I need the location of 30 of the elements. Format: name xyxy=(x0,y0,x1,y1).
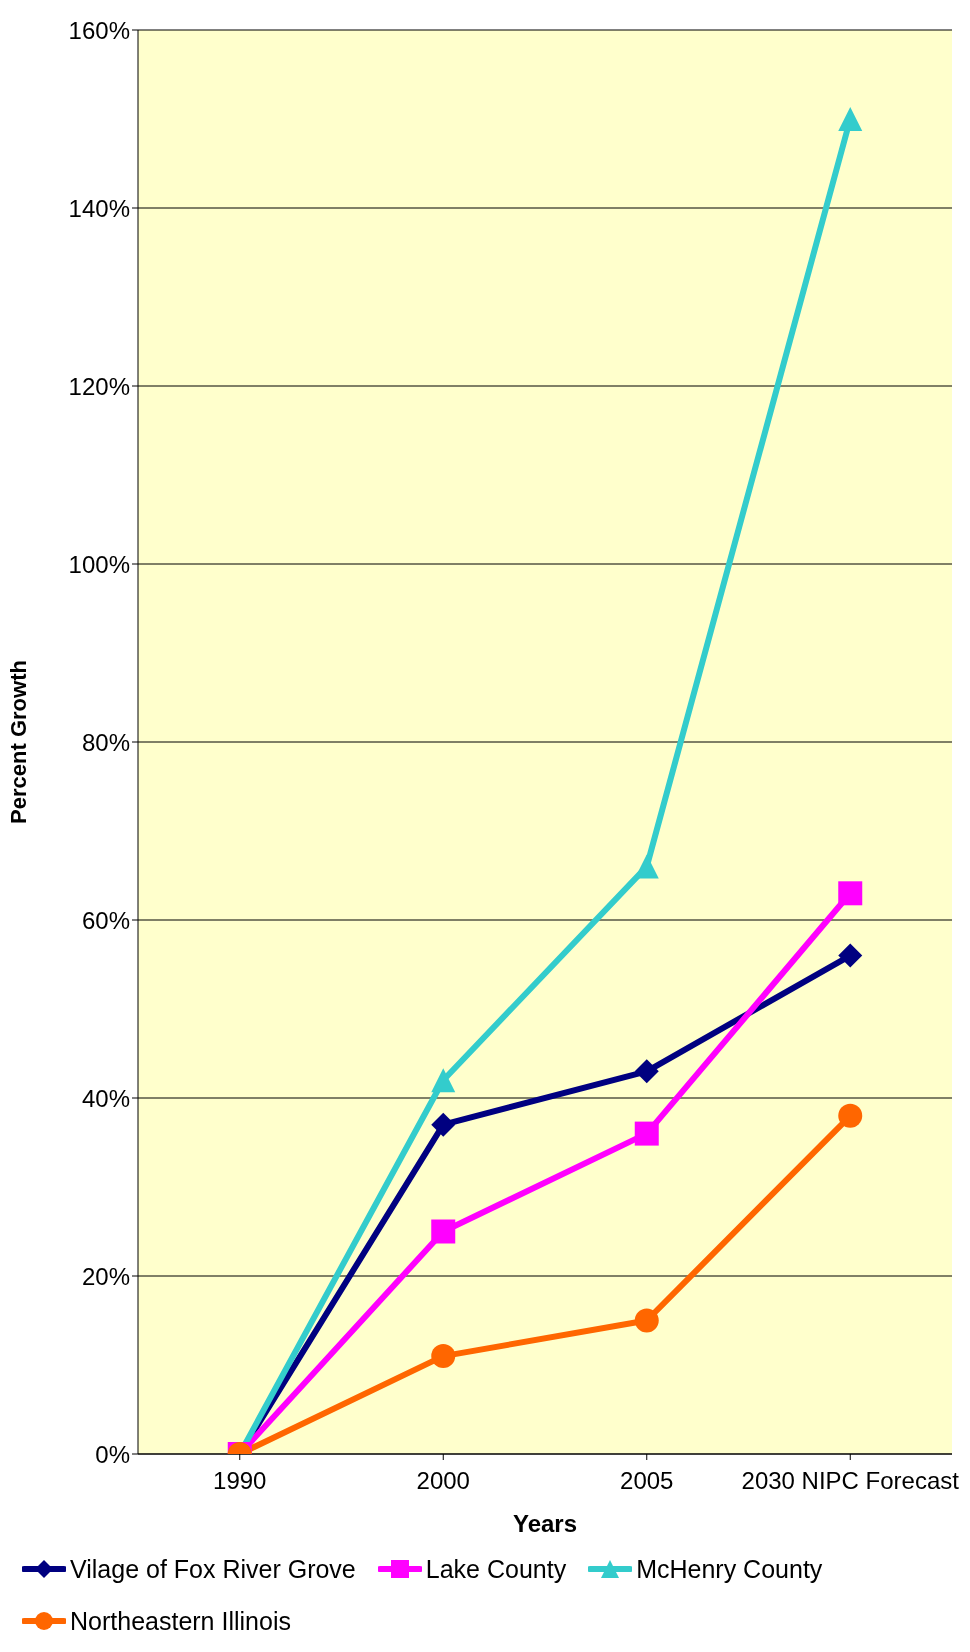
x-tick-label: 2005 xyxy=(620,1467,674,1495)
y-axis-title: Percent Growth xyxy=(5,660,31,824)
point xyxy=(838,107,863,131)
y-tick-label: 60% xyxy=(81,906,130,934)
point xyxy=(431,1219,456,1244)
legend-label: McHenry County xyxy=(636,1554,823,1584)
point xyxy=(838,943,863,968)
y-tick-label: 80% xyxy=(81,728,130,756)
x-tick-label: 1990 xyxy=(213,1467,267,1495)
x-tick-label: 2000 xyxy=(416,1467,470,1495)
point xyxy=(838,1103,863,1128)
legend-label: Northeastern Illinois xyxy=(70,1606,291,1636)
x-axis-title: Years xyxy=(512,1510,578,1537)
point xyxy=(634,1308,659,1333)
x-tick-label: 2030 NIPC Forecast xyxy=(741,1467,960,1495)
point xyxy=(634,1059,659,1084)
point xyxy=(431,1344,456,1369)
point xyxy=(838,881,863,906)
y-tick-label: 120% xyxy=(68,372,130,400)
y-tick-label: 40% xyxy=(81,1084,130,1112)
point xyxy=(431,1068,456,1093)
y-tick-label: 20% xyxy=(81,1262,130,1290)
point xyxy=(431,1112,456,1137)
y-tick-label: 100% xyxy=(68,550,130,578)
legend-label: Vilage of Fox River Grove xyxy=(70,1554,356,1584)
point xyxy=(634,1121,659,1146)
y-tick-label: 140% xyxy=(68,194,130,222)
y-tick-label: 0% xyxy=(95,1440,130,1468)
legend-label: Lake County xyxy=(425,1554,567,1584)
y-tick-label: 160% xyxy=(68,16,130,44)
